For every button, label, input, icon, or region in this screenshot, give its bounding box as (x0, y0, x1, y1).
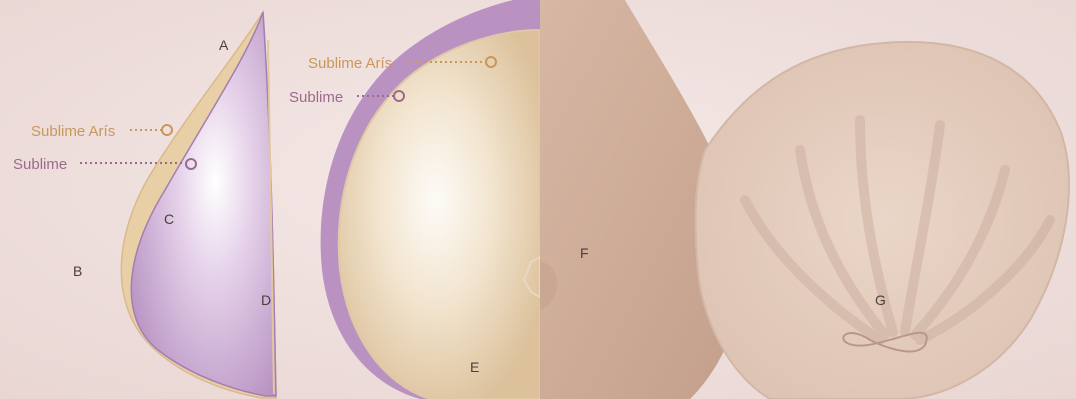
side-inner-purple-layer (130, 11, 277, 397)
side-edge-highlight (267, 39, 275, 395)
side-sublime-aris-label: Sublime Arís (31, 123, 115, 140)
bow-mark (842, 331, 928, 353)
label-d: D (261, 292, 271, 308)
label-b: B (73, 263, 82, 279)
front-sublime-label: Sublime (289, 89, 343, 106)
skin-front-shape (540, 0, 745, 399)
side-view: Sublime Arís Sublime A B C D (13, 9, 277, 399)
front-sublime-aris-marker (485, 56, 497, 68)
front-sublime-aris-label: Sublime Arís (308, 55, 392, 72)
label-c: C (164, 211, 174, 227)
label-f: F (580, 245, 589, 261)
label-g: G (875, 292, 886, 308)
front-hex-mark (522, 255, 540, 299)
front-inner-beige-layer (337, 28, 540, 399)
label-e: E (470, 359, 479, 375)
back-ridges (740, 115, 1055, 345)
side-sublime-aris-marker (161, 124, 173, 136)
front-view (320, 0, 540, 399)
skin-front-view: F (540, 0, 745, 399)
nipple-bump (540, 262, 557, 310)
label-a: A (219, 37, 229, 53)
side-sublime-marker (185, 158, 197, 170)
side-sublime-label: Sublime (13, 156, 67, 173)
front-sublime-marker (393, 90, 405, 102)
back-view: G (694, 40, 1070, 399)
